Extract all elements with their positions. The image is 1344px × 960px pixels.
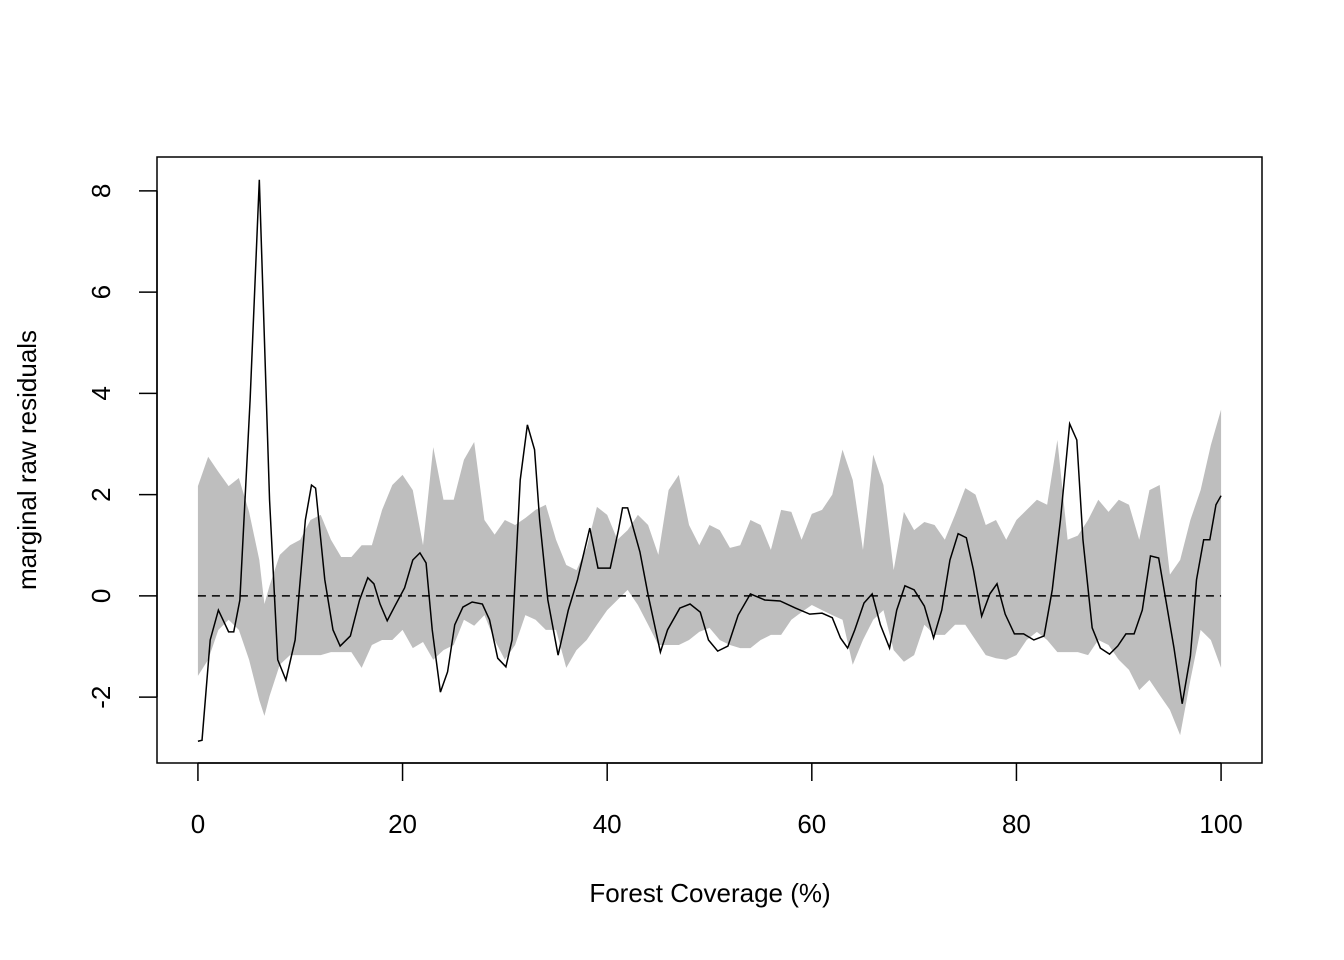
residual-line [197, 179, 1222, 742]
y-axis-label: marginal raw residuals [12, 330, 42, 590]
plot-frame [156, 156, 1263, 764]
y-tick-label: 0 [86, 589, 116, 603]
x-tick-label: 20 [388, 809, 417, 839]
x-tick-label: 100 [1199, 809, 1242, 839]
y-tick-label: 2 [86, 487, 116, 501]
confidence-band [197, 409, 1222, 736]
x-tick-label: 80 [1002, 809, 1031, 839]
x-tick-label: 40 [593, 809, 622, 839]
y-tick-label: 6 [86, 285, 116, 299]
y-tick-label: -2 [86, 686, 116, 709]
y-tick-label: 8 [86, 184, 116, 198]
x-tick-label: 0 [191, 809, 205, 839]
x-tick-label: 60 [797, 809, 826, 839]
x-axis-label: Forest Coverage (%) [589, 878, 830, 908]
y-tick-label: 4 [86, 386, 116, 400]
